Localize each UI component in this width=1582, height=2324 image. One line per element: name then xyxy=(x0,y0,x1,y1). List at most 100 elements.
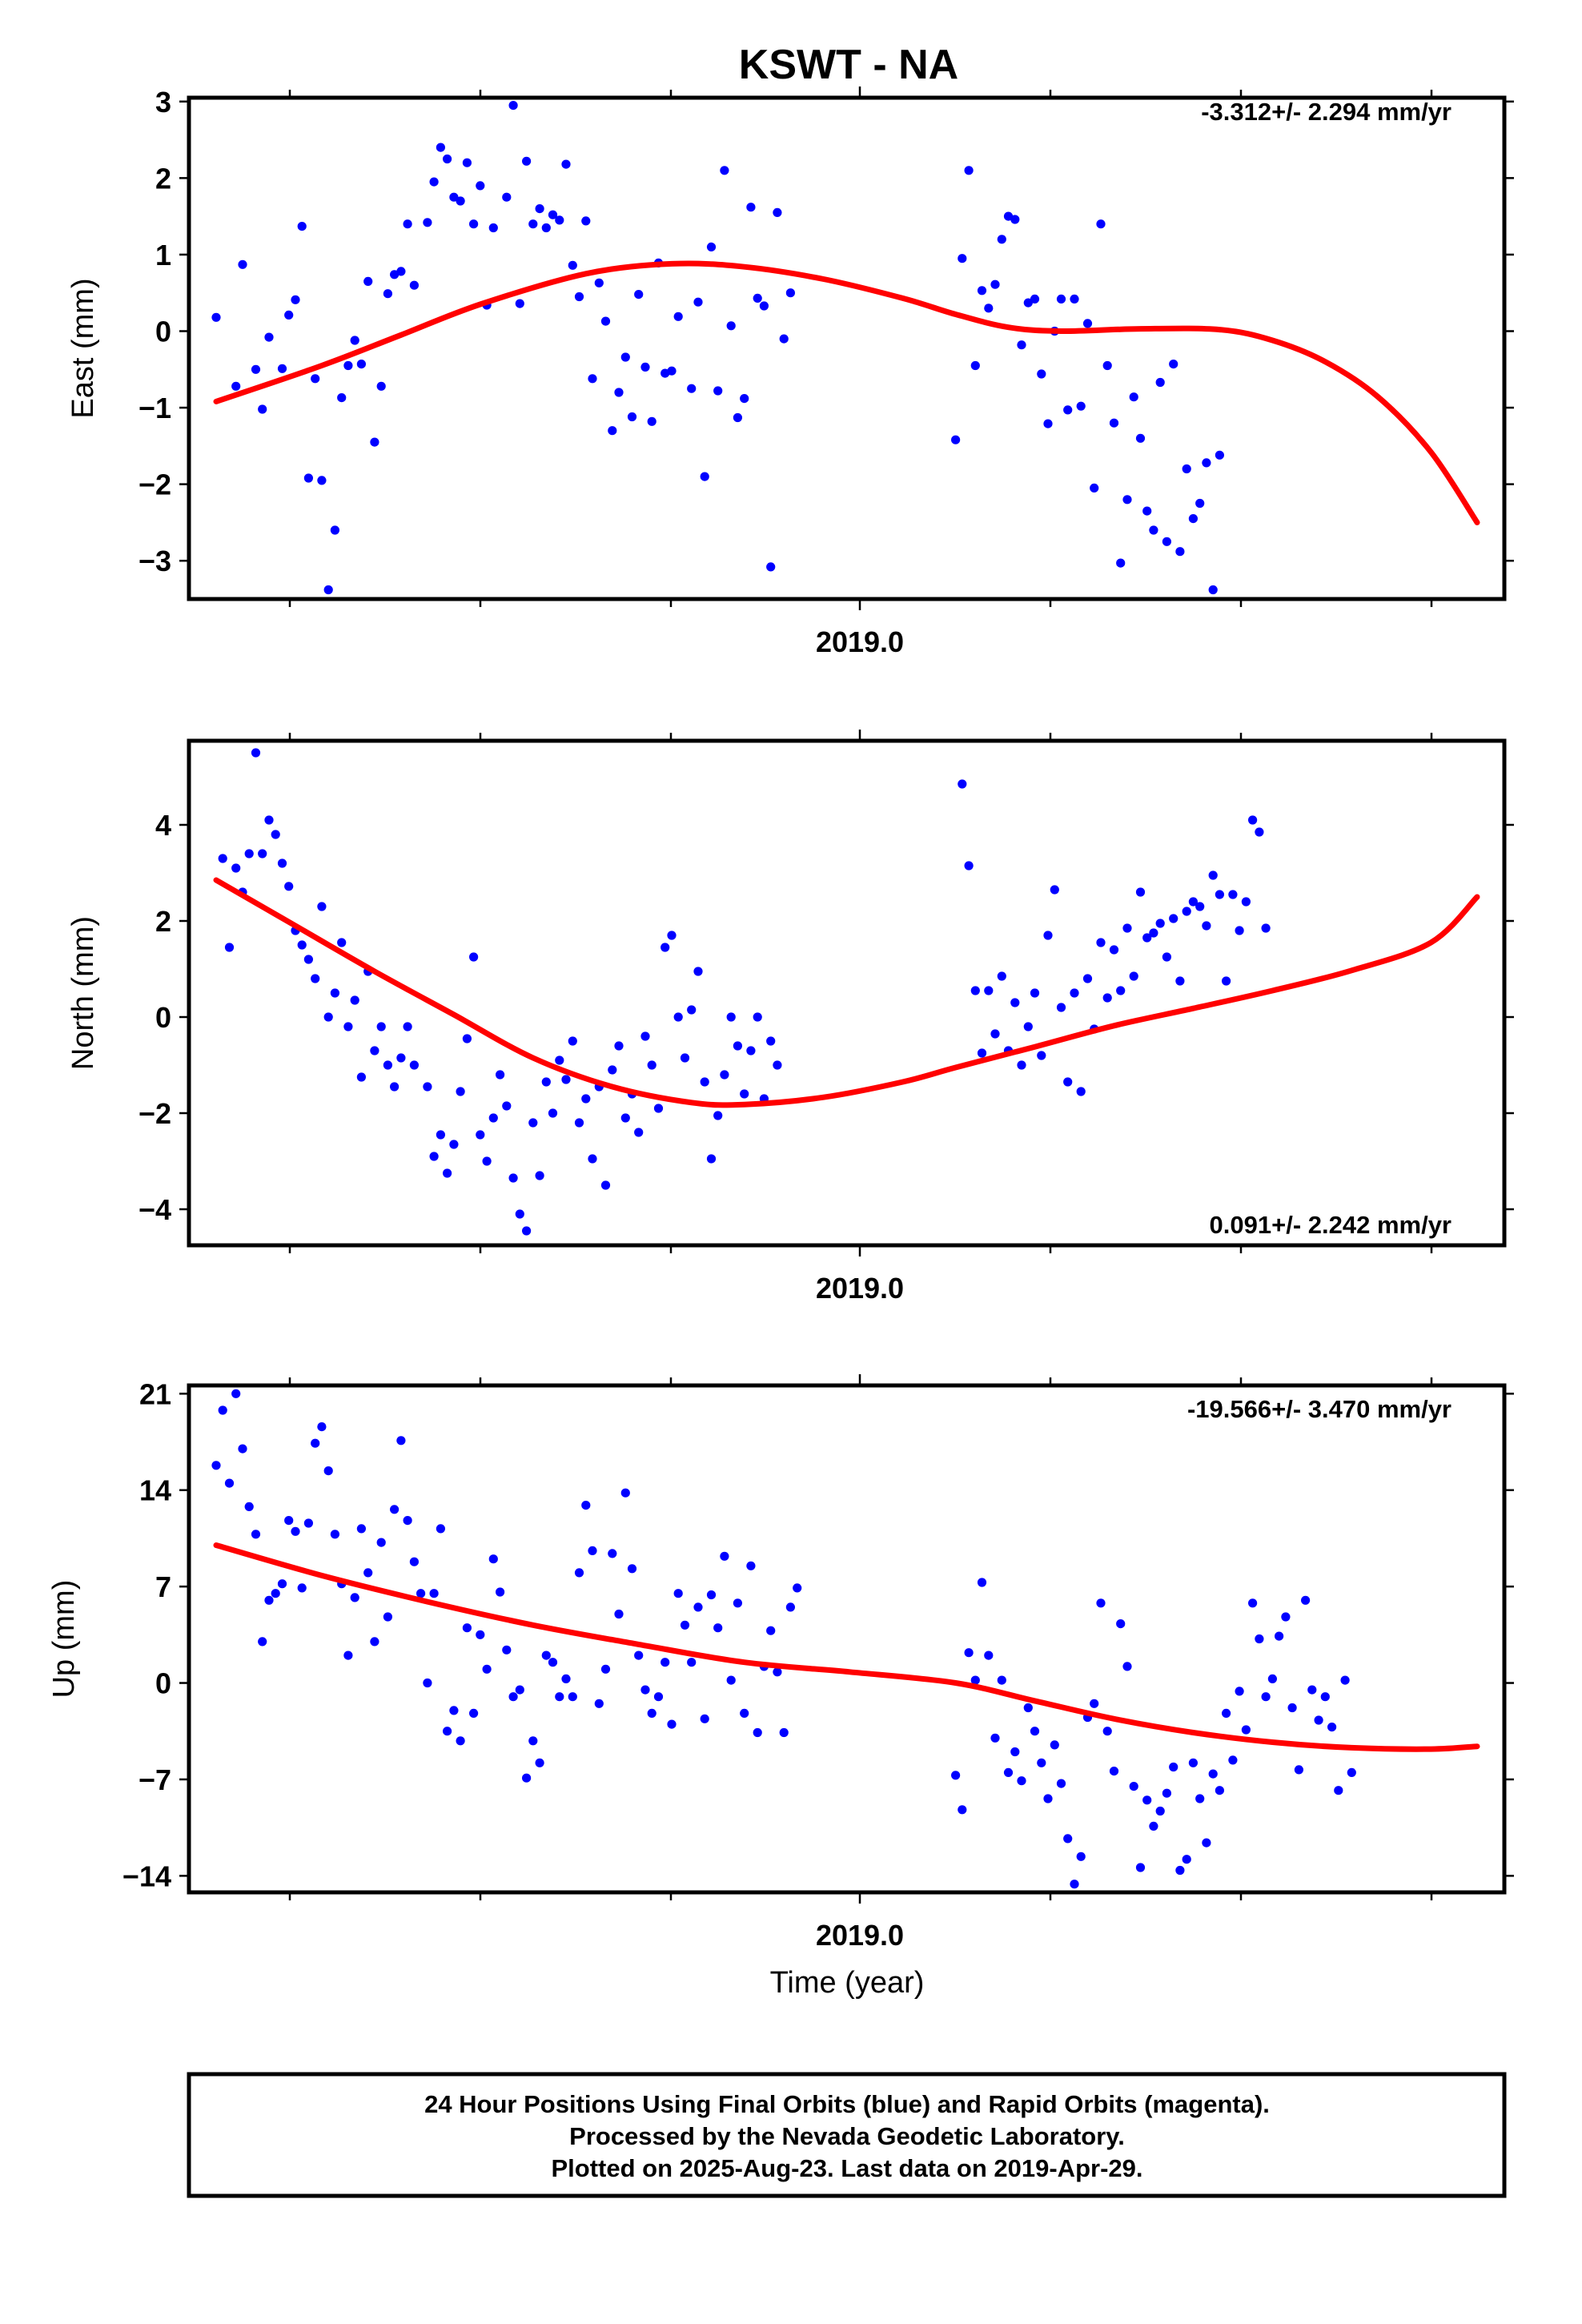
up-data-point xyxy=(581,1501,591,1510)
north-data-point xyxy=(323,1012,333,1022)
east-data-point xyxy=(687,384,697,393)
north-data-point xyxy=(443,1168,452,1178)
east-data-point xyxy=(970,360,980,371)
north-data-point xyxy=(667,931,677,940)
east-data-point xyxy=(488,223,498,233)
east-data-point xyxy=(1043,419,1053,428)
east-y-axis-label: East (mm) xyxy=(66,278,100,418)
up-data-point xyxy=(343,1651,353,1660)
up-data-point xyxy=(330,1530,339,1539)
east-data-point xyxy=(390,270,400,279)
up-data-point xyxy=(1135,1863,1146,1872)
east-data-point xyxy=(443,154,452,164)
up-data-point xyxy=(1294,1765,1303,1775)
east-ytick-label: −3 xyxy=(139,545,171,577)
up-data-point xyxy=(693,1602,703,1612)
north-data-point xyxy=(753,1012,762,1022)
up-data-point xyxy=(753,1727,762,1738)
north-data-point xyxy=(620,1113,630,1123)
north-data-point xyxy=(977,1048,987,1058)
north-data-point xyxy=(1149,928,1158,938)
north-data-point xyxy=(231,863,241,873)
east-data-point xyxy=(608,426,617,436)
north-data-point xyxy=(568,1036,577,1046)
east-data-point xyxy=(508,101,518,111)
north-data-point xyxy=(720,1070,729,1080)
east-ytick-label: 0 xyxy=(155,315,171,348)
east-data-point xyxy=(1003,211,1014,221)
caption-line-3: Plotted on 2025-Aug-23. Last data on 201… xyxy=(551,2154,1142,2182)
north-data-point xyxy=(1102,993,1112,1003)
north-xtick-label: 2019.0 xyxy=(816,1272,904,1305)
up-data-point xyxy=(1228,1755,1238,1765)
east-data-point xyxy=(634,290,644,300)
east-data-point xyxy=(984,304,994,313)
up-data-point xyxy=(1155,1806,1165,1816)
up-data-point xyxy=(661,1658,670,1667)
east-data-point xyxy=(462,158,472,167)
north-data-point xyxy=(687,1005,697,1015)
up-data-point xyxy=(528,1736,538,1746)
up-data-point xyxy=(608,1549,617,1558)
east-data-point xyxy=(258,404,267,414)
north-data-point xyxy=(376,1022,386,1031)
east-data-point xyxy=(753,293,762,303)
east-data-point xyxy=(311,374,320,384)
up-data-point xyxy=(620,1488,630,1498)
up-data-point xyxy=(211,1461,221,1470)
north-ytick-label: 4 xyxy=(155,809,171,842)
north-data-point xyxy=(356,1072,366,1082)
east-data-point xyxy=(456,196,465,206)
up-ytick-label: 7 xyxy=(155,1570,171,1603)
north-data-point xyxy=(449,1140,459,1149)
up-data-point xyxy=(1030,1727,1040,1736)
up-data-point xyxy=(1109,1767,1119,1776)
up-data-point xyxy=(244,1502,254,1511)
up-trend-line xyxy=(213,1542,1480,1752)
up-data-point xyxy=(488,1554,498,1564)
east-ytick-label: 3 xyxy=(155,86,171,119)
north-data-point xyxy=(409,1060,419,1070)
up-data-point xyxy=(238,1444,247,1454)
up-data-point xyxy=(535,1758,544,1767)
north-ytick-label: −2 xyxy=(139,1097,171,1130)
north-data-point xyxy=(733,1041,743,1051)
north-data-point xyxy=(224,943,235,952)
up-data-point xyxy=(700,1714,709,1723)
up-data-point xyxy=(376,1538,386,1547)
up-xtick-label: 2019.0 xyxy=(816,1919,904,1952)
east-data-point xyxy=(476,181,485,191)
up-data-point xyxy=(1010,1747,1020,1757)
east-data-point xyxy=(647,416,656,426)
north-data-point xyxy=(561,1075,571,1084)
up-data-point xyxy=(667,1719,677,1729)
north-data-point xyxy=(1162,952,1171,962)
up-data-point xyxy=(303,1518,313,1528)
east-data-point xyxy=(528,219,538,229)
north-data-point xyxy=(1241,897,1251,907)
east-data-point xyxy=(667,366,677,376)
north-data-point xyxy=(1096,938,1106,947)
east-data-point xyxy=(291,295,300,304)
north-data-point xyxy=(383,1060,392,1070)
east-data-point xyxy=(1056,294,1066,304)
up-data-point xyxy=(469,1708,479,1718)
north-data-point xyxy=(746,1046,756,1055)
east-data-point xyxy=(1076,401,1086,411)
east-data-point xyxy=(1096,219,1106,229)
up-data-point xyxy=(574,1568,584,1578)
east-data-point xyxy=(713,386,723,396)
north-data-point xyxy=(661,943,670,952)
north-data-point xyxy=(482,1156,492,1166)
north-data-point xyxy=(990,1029,1000,1039)
north-panel: 4 2 0 −2 −4 2019.0 North (mm) 0.091+/- 2.242 mm… xyxy=(66,730,1514,1305)
east-data-point xyxy=(297,222,307,231)
north-data-point xyxy=(706,1154,717,1164)
east-data-point xyxy=(1109,418,1119,428)
east-data-point xyxy=(502,192,512,202)
east-data-point xyxy=(594,278,604,287)
up-data-point xyxy=(1116,1619,1126,1629)
north-trend-line xyxy=(213,877,1480,1108)
caption-line-1: 24 Hour Positions Using Final Orbits (bl… xyxy=(424,2090,1270,2118)
